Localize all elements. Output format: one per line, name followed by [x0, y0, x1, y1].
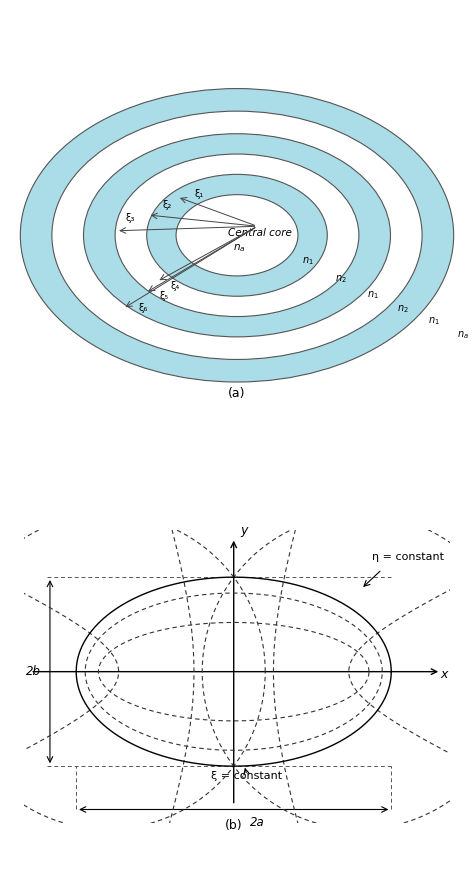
Text: $n_a$: $n_a$ — [233, 242, 246, 254]
Text: $n_1$: $n_1$ — [428, 316, 439, 327]
Ellipse shape — [115, 154, 359, 316]
Text: $n_a$: $n_a$ — [457, 329, 469, 340]
Text: $n_1$: $n_1$ — [367, 289, 379, 301]
Text: ξ₃: ξ₃ — [125, 213, 135, 224]
Text: 2a: 2a — [250, 816, 264, 829]
Text: ξ₂: ξ₂ — [163, 200, 172, 210]
Text: Central core: Central core — [228, 228, 292, 238]
Text: ξ₁: ξ₁ — [194, 188, 203, 199]
Text: $n_2$: $n_2$ — [397, 302, 409, 315]
Text: η = constant: η = constant — [372, 552, 444, 562]
Text: ξ₄: ξ₄ — [170, 281, 180, 291]
Text: $n_1$: $n_1$ — [302, 255, 314, 267]
Ellipse shape — [176, 194, 298, 276]
Text: ξ₅: ξ₅ — [159, 291, 168, 301]
Text: $n_2$: $n_2$ — [335, 273, 347, 286]
Text: (b): (b) — [225, 819, 243, 832]
Text: (a): (a) — [228, 387, 246, 400]
Ellipse shape — [52, 111, 422, 360]
Ellipse shape — [83, 133, 391, 337]
Ellipse shape — [20, 88, 454, 382]
Text: ξ = constant: ξ = constant — [211, 772, 283, 781]
Text: x: x — [440, 668, 447, 682]
Text: y: y — [240, 524, 247, 537]
Text: 2b: 2b — [26, 665, 41, 678]
Ellipse shape — [147, 174, 327, 296]
Text: ξ₆: ξ₆ — [139, 302, 148, 313]
